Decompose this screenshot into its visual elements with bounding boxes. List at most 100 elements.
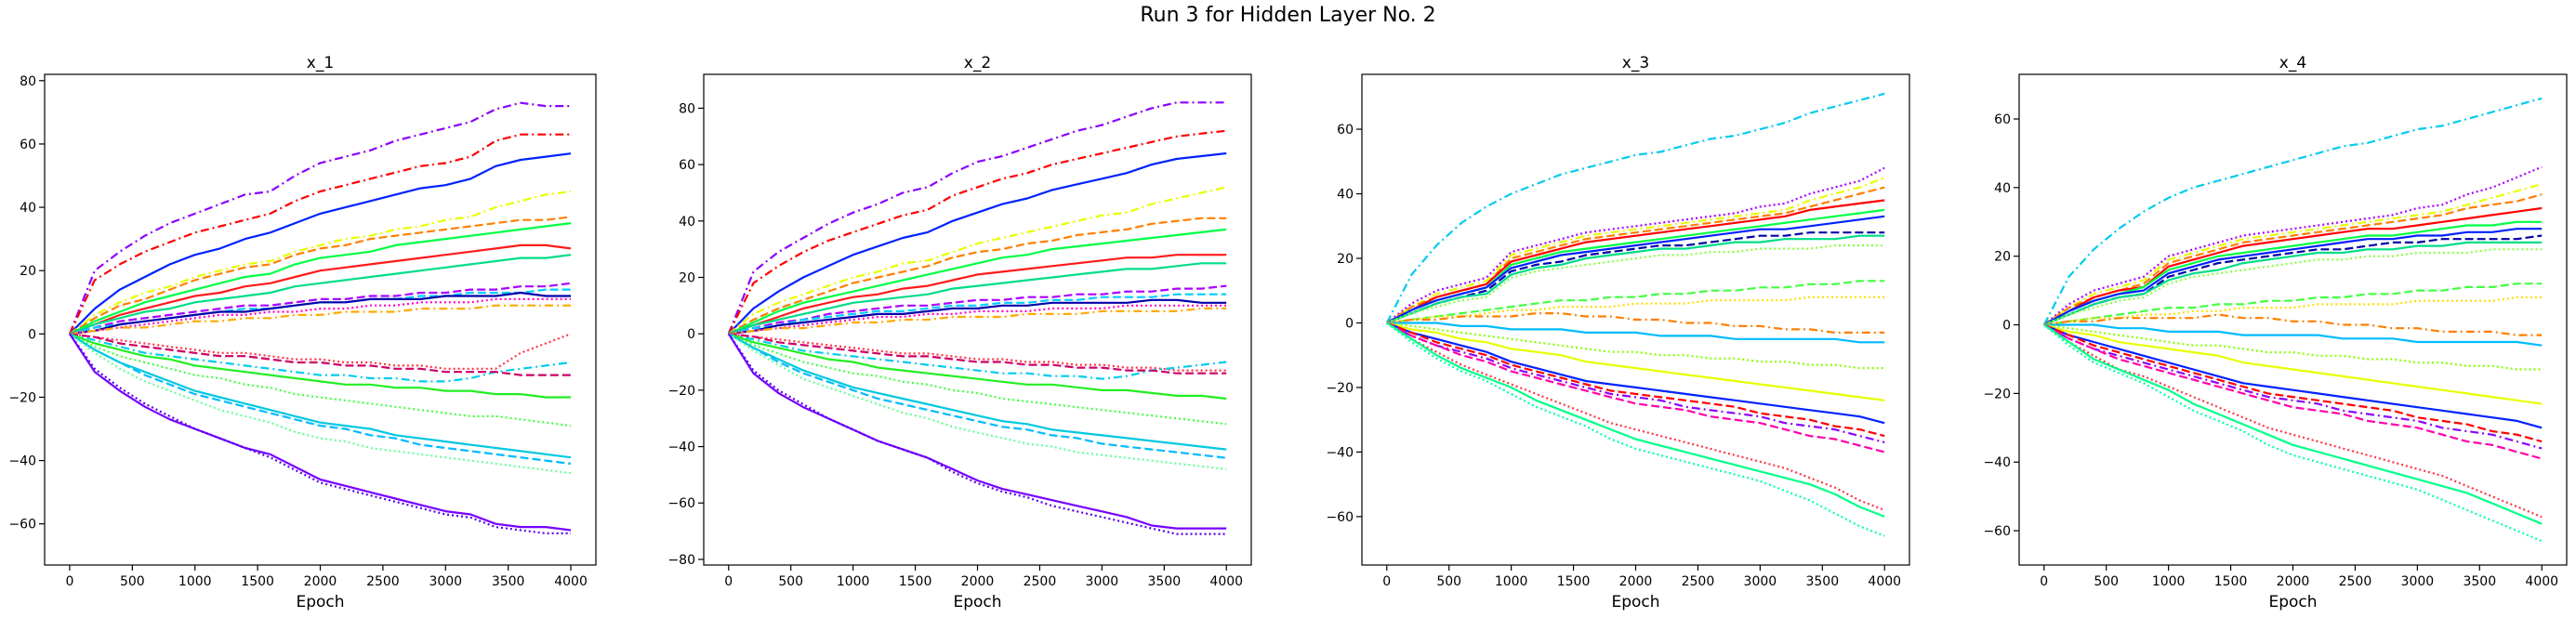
y-tick-label: −20: [8, 390, 36, 405]
series-line-16: [1386, 322, 1885, 401]
series-line-16: [2043, 323, 2543, 405]
x-axis-label: Epoch: [296, 593, 344, 611]
x-tick-label: 2500: [1682, 574, 1715, 589]
y-tick-label: −40: [1983, 455, 2011, 470]
y-tick-label: 80: [679, 101, 695, 116]
x-tick-label: 4000: [554, 574, 588, 589]
series-line-8: [728, 262, 1227, 335]
series-line-9: [728, 284, 1227, 335]
x-tick-label: 1000: [837, 574, 870, 589]
series-group: [727, 101, 1227, 535]
subplot-4: 0 500 1000 1500 2000 2500 3000 3500 4000 −60 −40 −2…: [1983, 54, 2568, 611]
series-line-2: [727, 129, 1227, 335]
x-tick-label: 3500: [2463, 574, 2496, 589]
series-line-6: [69, 222, 572, 335]
series-line-1: [68, 101, 571, 335]
series-line-22: [2043, 323, 2543, 525]
series-line-16: [728, 333, 1227, 375]
series-line-11: [1386, 280, 1885, 324]
series-line-17: [728, 333, 1227, 426]
y-tick-label: 60: [1337, 123, 1354, 138]
y-tick-label: −60: [8, 518, 36, 533]
plot-area: [45, 74, 596, 565]
x-tick-label: 1500: [241, 574, 274, 589]
y-tick-label: −20: [667, 384, 695, 399]
series-line-5: [1386, 199, 1885, 324]
y-tick-label: 40: [1337, 188, 1354, 203]
x-tick-label: 2000: [1619, 574, 1653, 589]
y-tick-label: −60: [1326, 510, 1354, 525]
y-tick-label: 20: [20, 264, 36, 279]
series-line-1: [1385, 92, 1885, 324]
series-line-20: [728, 333, 1227, 451]
x-tick-label: 500: [2094, 574, 2119, 589]
x-tick-label: 3000: [429, 574, 462, 589]
series-line-4: [728, 186, 1227, 335]
x-tick-label: 0: [2040, 574, 2048, 589]
y-tick-label: −60: [667, 496, 695, 511]
y-tick-label: −20: [1983, 387, 2011, 401]
series-line-13: [2043, 313, 2543, 336]
series-line-14: [1386, 322, 1885, 344]
series-line-12: [69, 297, 571, 335]
x-tick-label: 1500: [2214, 574, 2248, 589]
x-tick-label: 500: [120, 574, 145, 589]
series-line-22: [727, 333, 1227, 530]
series-line-11: [69, 291, 571, 335]
series-line-7: [728, 254, 1227, 335]
figure-title: Run 3 for Hidden Layer No. 2: [1140, 4, 1436, 27]
y-tick-label: 60: [1994, 112, 2011, 127]
series-line-1: [727, 101, 1227, 335]
series-line-10: [1386, 244, 1885, 324]
y-tick-label: 60: [20, 138, 36, 152]
series-line-22: [1386, 322, 1885, 518]
subplot-title: x_4: [2279, 54, 2306, 72]
series-line-13: [69, 304, 571, 335]
series-line-8: [1386, 231, 1885, 324]
series-line-21: [69, 333, 572, 475]
series-line-23: [69, 333, 571, 535]
x-tick-label: 4000: [1868, 574, 1901, 589]
x-tick-label: 2500: [2339, 574, 2372, 589]
series-line-13: [728, 307, 1227, 335]
x-tick-label: 1500: [899, 574, 932, 589]
series-line-4: [2043, 193, 2543, 326]
series-line-7: [1386, 215, 1885, 324]
series-line-3: [2043, 183, 2543, 326]
y-tick-label: −20: [1326, 381, 1354, 396]
x-tick-label: 2500: [366, 574, 400, 589]
series-line-22: [69, 333, 572, 532]
series-line-8: [69, 254, 572, 335]
x-axis-label: Epoch: [1611, 593, 1659, 611]
x-tick-label: 3500: [1147, 574, 1181, 589]
y-tick-label: −60: [1983, 524, 2011, 539]
x-tick-label: 4000: [2525, 574, 2558, 589]
series-line-6: [2043, 220, 2543, 326]
series-line-7: [2043, 228, 2543, 326]
series-line-15: [69, 333, 572, 383]
series-group: [2042, 97, 2543, 543]
series-line-20: [1386, 322, 1885, 454]
x-tick-label: 3500: [492, 574, 525, 589]
series-line-21: [2043, 323, 2543, 519]
series-line-9: [2043, 241, 2543, 326]
series-line-17: [1386, 322, 1885, 425]
x-tick-label: 4000: [1209, 574, 1243, 589]
series-line-19: [69, 333, 572, 466]
series-line-17: [2043, 323, 2543, 429]
x-tick-label: 1000: [1495, 574, 1528, 589]
series-line-3: [1386, 177, 1885, 324]
series-line-15: [2043, 323, 2543, 371]
series-line-1: [2042, 97, 2543, 326]
y-tick-label: 0: [1345, 316, 1354, 331]
series-line-21: [1386, 322, 1885, 511]
x-tick-label: 2000: [304, 574, 337, 589]
series-line-6: [728, 228, 1227, 335]
series-line-2: [2043, 165, 2543, 326]
series-line-9: [1386, 234, 1885, 324]
series-line-3: [69, 152, 572, 335]
x-tick-label: 1500: [1557, 574, 1591, 589]
x-tick-label: 3000: [1744, 574, 1777, 589]
series-line-14: [2043, 323, 2543, 347]
series-line-14: [69, 333, 572, 370]
